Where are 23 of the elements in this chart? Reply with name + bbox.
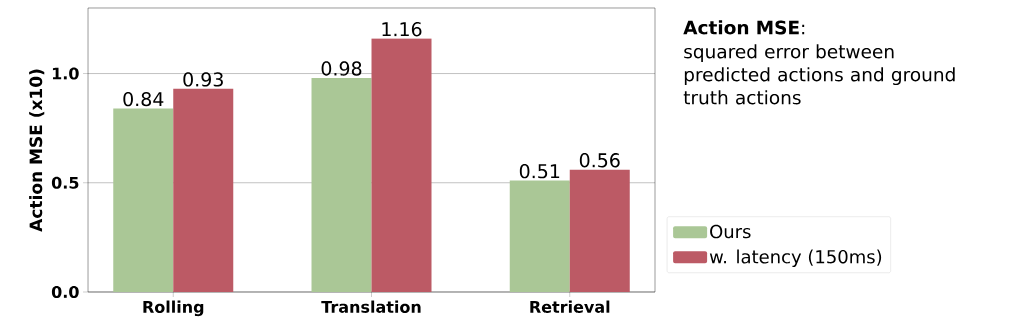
text: squared error between predicted actions and ground truth actions xyxy=(683,44,955,105)
y-tick-label: 1.0 xyxy=(52,67,79,80)
y-axis-title: Action MSE (x10) xyxy=(29,69,45,232)
bar xyxy=(311,77,372,292)
bar xyxy=(509,180,570,292)
bar xyxy=(569,169,630,292)
x-tick-label: Retrieval xyxy=(530,300,610,313)
y-tick-label: 0.0 xyxy=(51,285,79,299)
y-tick-label: 0.5 xyxy=(51,176,79,189)
data-label: 0.98 xyxy=(321,61,362,76)
bar xyxy=(173,88,234,292)
bar xyxy=(371,38,432,292)
data-label: 0.84 xyxy=(123,91,164,107)
data-label: 0.51 xyxy=(519,164,560,179)
data-label: 1.16 xyxy=(382,22,422,37)
x-tick-label: Translation xyxy=(321,300,421,313)
data-label: 0.93 xyxy=(183,72,223,87)
x-tick-label: Rolling xyxy=(143,300,204,317)
text: Action MSE: xyxy=(683,20,805,35)
bar xyxy=(113,108,174,292)
legend-label: Ours xyxy=(710,224,751,239)
legend-label: w. latency (150ms) xyxy=(709,249,882,268)
data-label: 0.56 xyxy=(579,153,620,168)
